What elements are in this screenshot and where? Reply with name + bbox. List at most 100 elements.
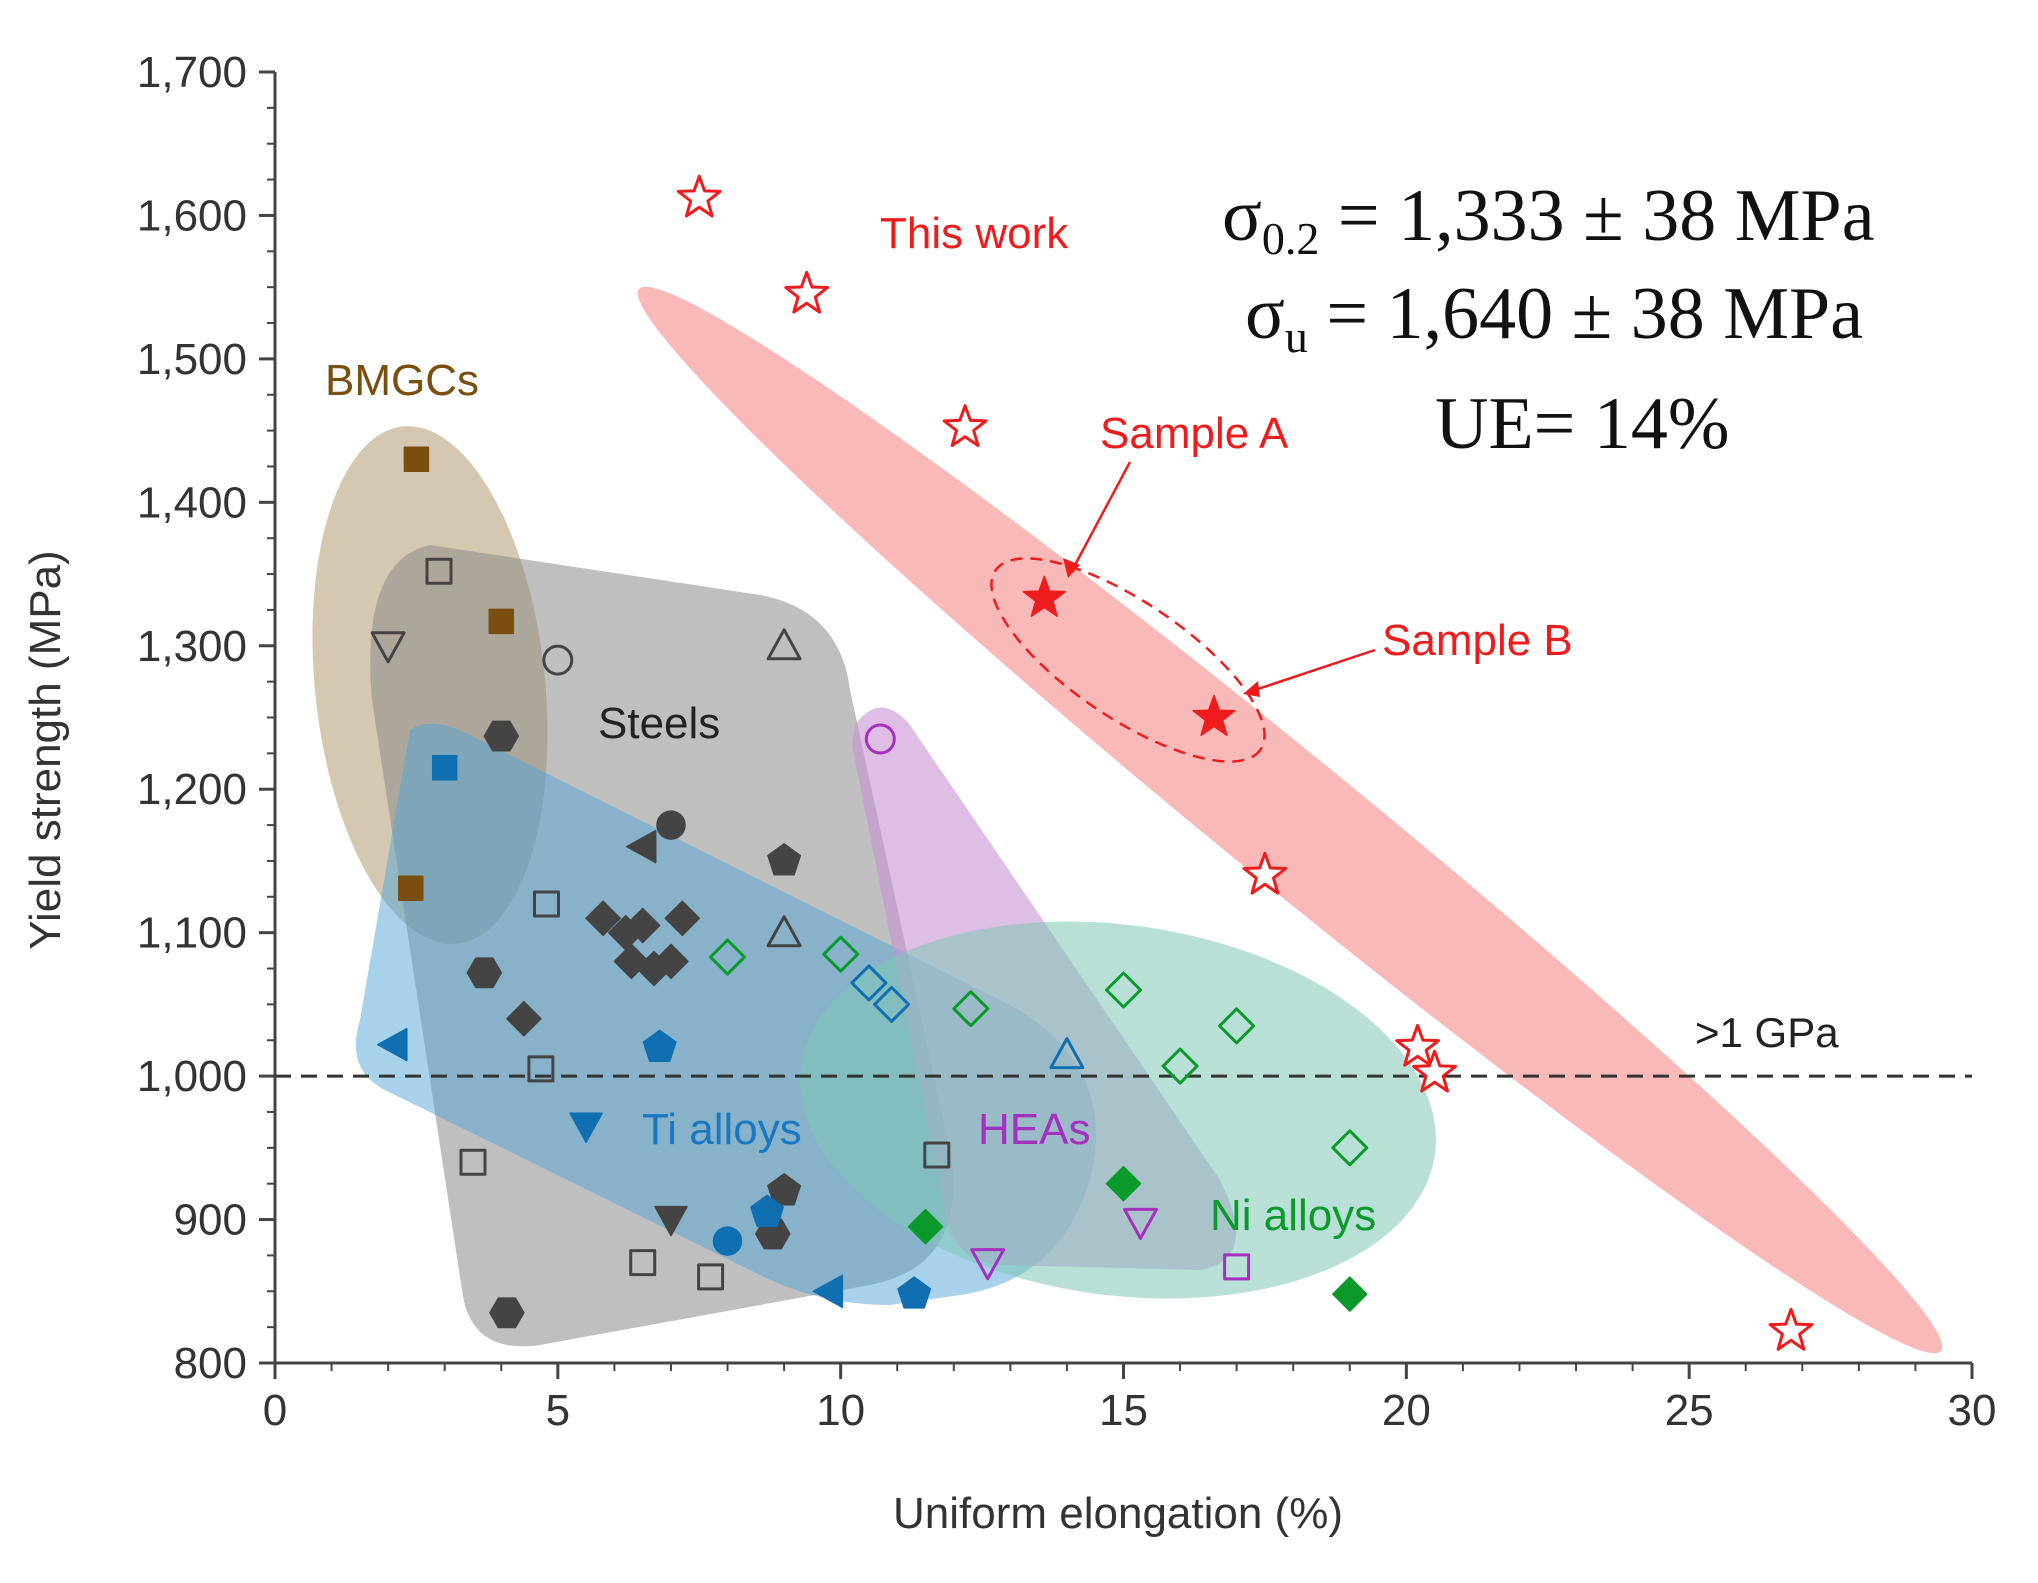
this-work-region	[637, 286, 1943, 1354]
steels-point-square	[629, 1249, 657, 1277]
x-tick-label: 0	[263, 1386, 287, 1435]
steels-point-hexagon	[466, 957, 503, 989]
y-tick-label: 1,400	[137, 478, 247, 527]
steels-point-triangle-down	[370, 631, 406, 664]
sample-b-arrow	[1254, 648, 1376, 692]
x-tick-label: 15	[1099, 1386, 1148, 1435]
x-tick-label: 5	[546, 1386, 570, 1435]
ni-alloys-point-diamond	[1161, 1047, 1199, 1085]
y-tick-label: 1,500	[137, 335, 247, 384]
steels-point-circle	[656, 810, 686, 840]
steels-point-triangle-up	[766, 628, 802, 661]
label-ti-alloys: Ti alloys	[642, 1105, 802, 1154]
heas-point-circle	[864, 723, 896, 755]
steels-point-square	[527, 1055, 555, 1083]
this-work-point-star	[1412, 1049, 1457, 1093]
steels-point-square	[533, 890, 560, 918]
steels-point-triangle-down	[654, 1205, 688, 1237]
y-tick-label: 1,200	[137, 765, 247, 814]
steels-point-diamond	[506, 1000, 542, 1037]
y-tick-label: 1,700	[137, 48, 247, 97]
x-tick-label: 30	[1948, 1386, 1997, 1435]
steels-point-square	[459, 1148, 487, 1176]
y-tick-label: 800	[174, 1339, 247, 1388]
data-points	[370, 174, 1814, 1351]
x-tick-label: 25	[1665, 1386, 1714, 1435]
y-axis-title: Yield strength (MPa)	[21, 550, 70, 949]
ni-alloys-point-diamond	[907, 1208, 944, 1245]
ti-alloys-point-circle	[712, 1226, 743, 1256]
label-steels: Steels	[598, 699, 720, 748]
bmgcs-point-square	[403, 446, 430, 473]
heas-point-square	[1223, 1253, 1251, 1281]
steels-point-hexagon	[483, 720, 520, 752]
ti-alloys-point-diamond	[850, 964, 888, 1002]
this-work-point-star	[1242, 851, 1288, 895]
steels-point-triangle-up	[766, 915, 802, 948]
this-work-point-star	[1192, 694, 1236, 737]
ti-alloys-point-triangle-down	[569, 1112, 603, 1144]
this-work-point-star	[1395, 1023, 1440, 1067]
ti-alloys-point-diamond	[873, 985, 911, 1023]
ni-alloys-point-diamond	[709, 938, 746, 976]
steels-point-pentagon	[767, 1173, 802, 1206]
ni-alloys-point-diamond	[822, 935, 860, 973]
label-reference-line: >1 GPa	[1695, 1009, 1839, 1056]
label-ni-alloys: Ni alloys	[1210, 1191, 1376, 1240]
x-tick-label: 10	[816, 1386, 865, 1435]
equation-ultimate-strength: σu = 1,640 ± 38 MPa	[1245, 273, 1863, 362]
heas-point-triangle-down	[1123, 1207, 1158, 1240]
sample-a-arrowhead	[1063, 558, 1080, 578]
ni-alloys-point-diamond	[1105, 1165, 1142, 1202]
steels-point-square	[425, 557, 453, 585]
this-work-point-star	[676, 174, 722, 218]
equation-uniform-elongation: UE= 14%	[1435, 383, 1730, 465]
ni-alloys-point-diamond	[952, 990, 990, 1028]
steels-point-circle	[542, 644, 574, 676]
y-tick-label: 1,000	[137, 1052, 247, 1101]
sample-a-arrow	[1073, 461, 1132, 566]
steels-point-hexagon	[489, 1297, 525, 1329]
ni-alloys-point-diamond	[1332, 1276, 1368, 1312]
steels-point-square	[923, 1141, 951, 1169]
x-tick-label: 20	[1382, 1386, 1431, 1435]
ni-alloys-point-diamond	[1105, 971, 1142, 1009]
group-regions	[312, 286, 1943, 1354]
x-axis-title: Uniform elongation (%)	[893, 1489, 1343, 1538]
ni-alloys-point-diamond	[1218, 1007, 1256, 1045]
this-work-point-star	[1022, 575, 1066, 617]
steels-point-square	[697, 1263, 725, 1291]
ni-alloys-point-diamond	[1331, 1129, 1369, 1167]
ti-alloys-point-pentagon	[897, 1276, 932, 1309]
y-tick-label: 900	[174, 1196, 247, 1245]
ti-alloys-point-triangle-left	[812, 1274, 844, 1309]
steels-point-pentagon	[767, 843, 802, 876]
steels-point-diamond	[624, 907, 661, 944]
ti-alloys-point-square	[431, 754, 458, 781]
steels-point-diamond	[664, 900, 701, 937]
label-sample-a: Sample A	[1100, 409, 1289, 458]
equation-yield-strength: σ0.2 = 1,333 ± 38 MPa	[1222, 175, 1875, 264]
bmgcs-point-square	[398, 875, 424, 901]
axes: 0 5 10 15 20 25 30 800 900 1,000 1,100 1,200 1,300 1,…	[137, 48, 1997, 1435]
steels-point-diamond	[585, 900, 621, 937]
bmgcs-point-square	[488, 608, 515, 635]
steels-point-diamond	[653, 943, 689, 980]
ti-alloys-point-triangle-up	[1049, 1037, 1085, 1070]
ti-alloys-point-pentagon	[750, 1194, 785, 1227]
label-heas: HEAs	[978, 1105, 1090, 1154]
y-tick-label: 1,300	[137, 622, 247, 671]
y-tick-label: 1,100	[137, 909, 247, 958]
label-bmgcs: BMGCs	[325, 356, 479, 405]
this-work-point-star	[942, 404, 988, 448]
label-sample-b: Sample B	[1382, 616, 1573, 665]
this-work-point-star	[784, 270, 830, 314]
steels-point-triangle-left	[625, 829, 657, 864]
label-this-work: This work	[880, 209, 1069, 258]
heas-point-triangle-down	[970, 1248, 1006, 1281]
y-tick-label: 1,600	[137, 191, 247, 240]
this-work-point-star	[1768, 1307, 1814, 1351]
sample-b-arrowhead	[1243, 681, 1260, 697]
ti-alloys-point-pentagon	[642, 1029, 677, 1062]
